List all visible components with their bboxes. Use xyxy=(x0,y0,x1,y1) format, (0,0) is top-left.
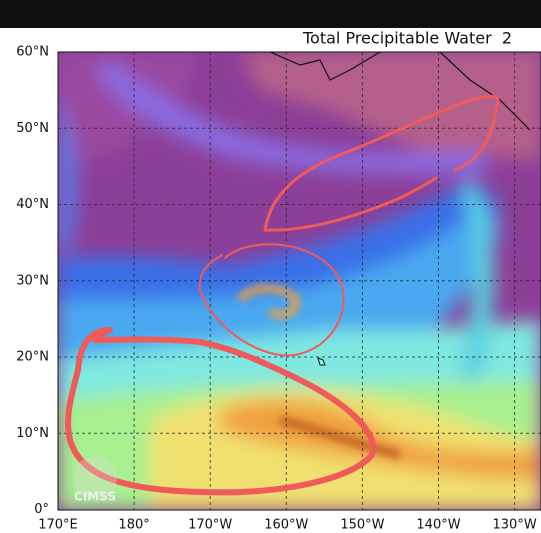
longitude-label: 170°W xyxy=(188,518,232,533)
latitude-label: 50°N xyxy=(16,121,49,136)
longitude-label: 130°W xyxy=(493,518,537,533)
longitude-label: 150°W xyxy=(340,518,384,533)
axis-labels: 60°N 50°N 40°N 30°N 20°N 10°N 0°170°E 180° 170°W… xyxy=(16,45,537,533)
latitude-label: 20°N xyxy=(16,350,49,365)
longitude-label: 160°W xyxy=(264,518,308,533)
map-frame xyxy=(57,51,541,511)
top-bar xyxy=(0,0,541,28)
latitude-label: 30°N xyxy=(16,273,49,288)
graticule xyxy=(58,52,541,510)
logo-text: CIMSS xyxy=(74,490,116,504)
latitude-label: 40°N xyxy=(16,197,49,212)
longitude-label: 140°W xyxy=(416,518,460,533)
latitude-label: 0° xyxy=(34,502,49,517)
annotations xyxy=(65,94,500,496)
latitude-label: 10°N xyxy=(16,426,49,441)
latitude-label: 60°N xyxy=(16,45,49,60)
longitude-label: 180° xyxy=(118,518,149,533)
logo: CIMSS xyxy=(73,456,117,504)
longitude-label: 170°E xyxy=(38,518,78,533)
map-title: Total Precipitable Water 2 xyxy=(302,29,512,48)
